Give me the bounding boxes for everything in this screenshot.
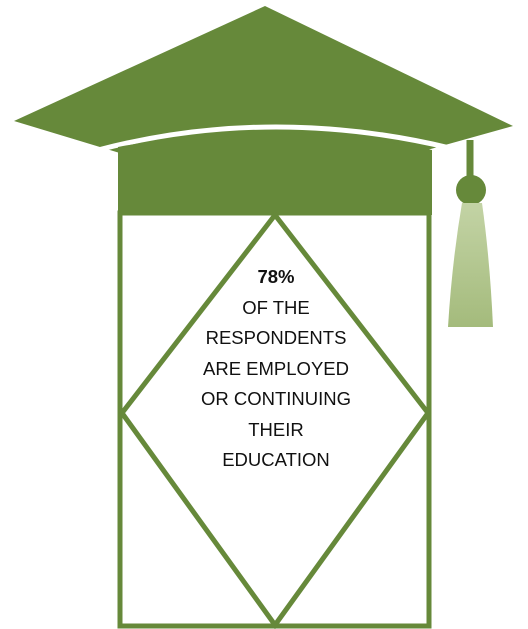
tassel-fringe (448, 203, 493, 327)
stat-text: 78% OF THE RESPONDENTS ARE EMPLOYED OR C… (160, 262, 392, 476)
cap-band-highlight (97, 124, 451, 153)
stat-line-3: ARE EMPLOYED (203, 357, 349, 379)
stat-line-6: EDUCATION (222, 449, 330, 470)
tassel-knot (456, 175, 486, 205)
stat-line-5: THEIR (248, 418, 304, 440)
stat-line-1: OF THE (242, 296, 310, 318)
cap-crown (118, 133, 432, 215)
stat-line-4: OR CONTINUING (200, 388, 352, 409)
stat-value: 78% (257, 266, 295, 287)
stat-diamond (118, 210, 432, 629)
stat-line-2: RESPONDENTS (205, 327, 347, 348)
